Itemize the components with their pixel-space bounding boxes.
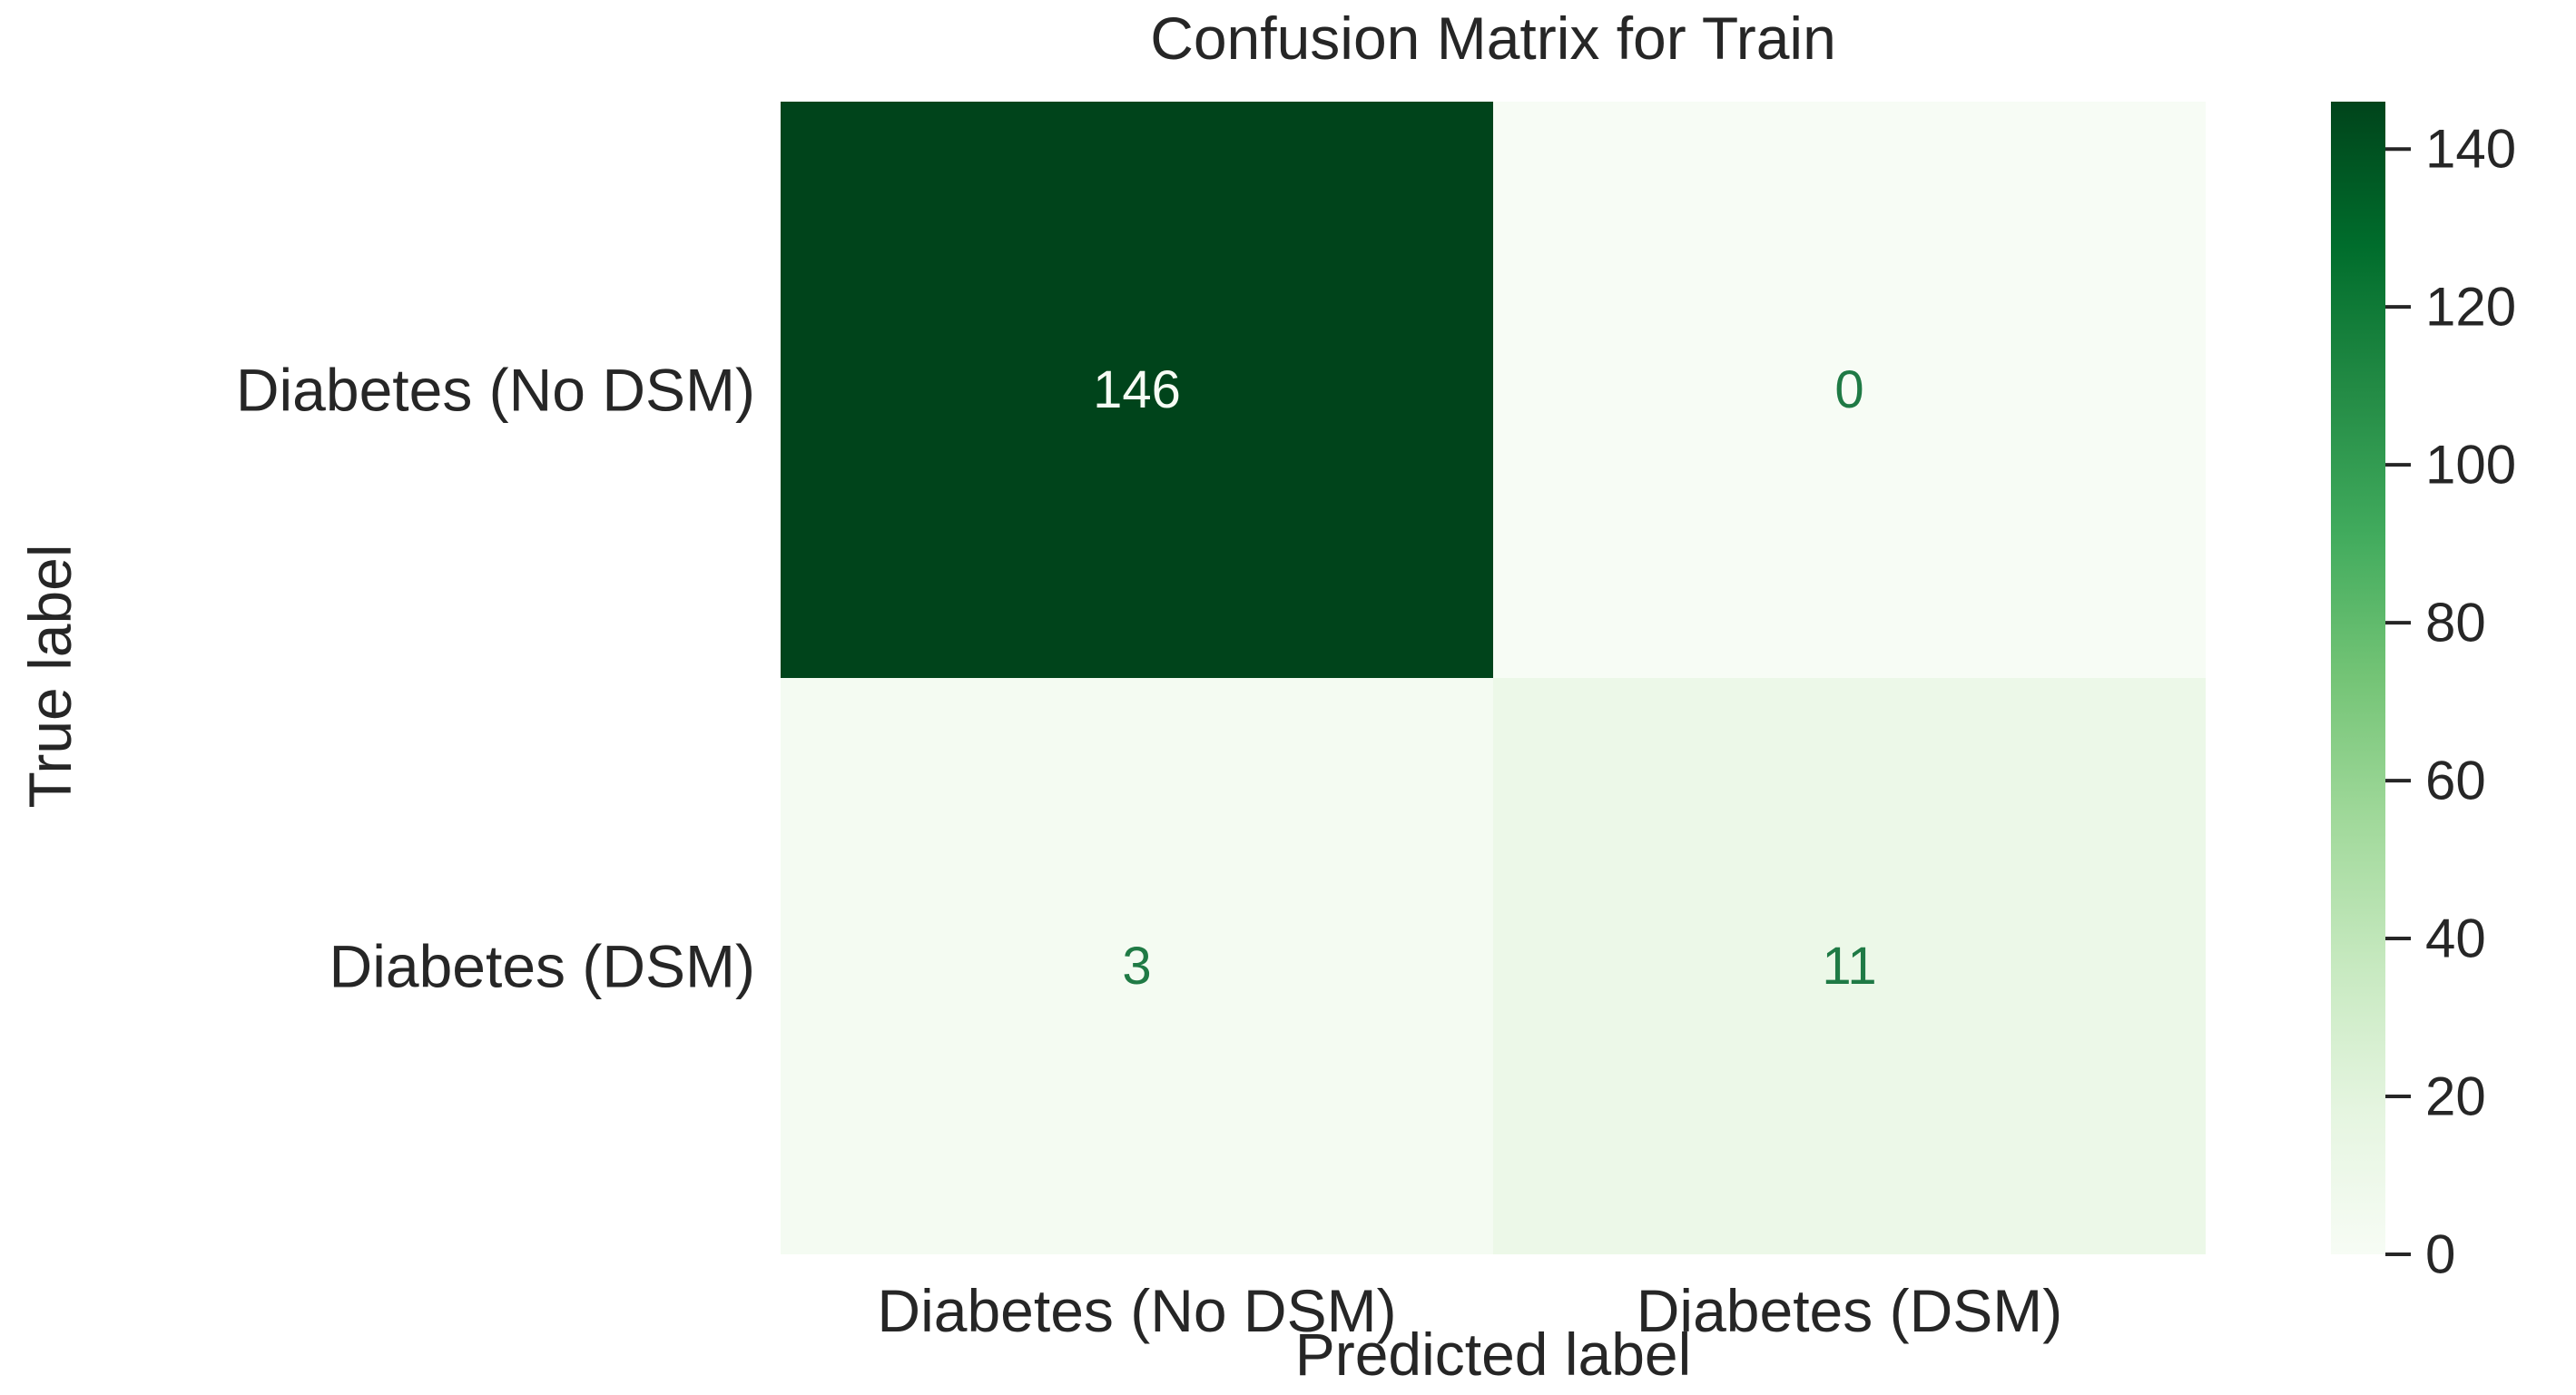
y-tick-label: Diabetes (DSM): [329, 933, 755, 1000]
cell-value-label: 0: [1834, 360, 1863, 419]
y-tick-label: Diabetes (No DSM): [236, 357, 755, 424]
heatmap-cell: [781, 102, 1493, 678]
heatmap-cell: [1493, 678, 2206, 1254]
heatmap-cell-labels: 146 0 3 11: [1093, 360, 1877, 996]
chart-title: Confusion Matrix for Train: [1150, 5, 1836, 72]
colorbar-tick-label: 0: [2425, 1224, 2455, 1285]
colorbar-tick-label: 100: [2425, 435, 2516, 496]
cell-value-label: 3: [1122, 937, 1151, 996]
y-tick-labels: Diabetes (No DSM) Diabetes (DSM): [236, 357, 755, 1000]
colorbar-tick-label: 140: [2425, 119, 2516, 180]
x-tick-labels: Diabetes (No DSM) Diabetes (DSM): [877, 1277, 2062, 1344]
y-axis-label: True label: [16, 544, 84, 808]
colorbar: [2331, 102, 2385, 1254]
heatmap-cells: [781, 102, 2206, 1254]
colorbar-ticks: 0 20 40 60 80 100 120 140: [2385, 119, 2516, 1285]
colorbar-tick-label: 120: [2425, 277, 2516, 338]
x-axis-label: Predicted label: [1295, 1321, 1692, 1388]
x-tick-label: Diabetes (DSM): [1637, 1277, 2062, 1344]
colorbar-tick-label: 20: [2425, 1066, 2486, 1127]
colorbar-tick-label: 80: [2425, 593, 2486, 653]
colorbar-tick-label: 40: [2425, 909, 2486, 969]
colorbar-tick-label: 60: [2425, 751, 2486, 811]
x-tick-label: Diabetes (No DSM): [877, 1277, 1396, 1344]
cell-value-label: 11: [1822, 937, 1876, 996]
heatmap-cell: [781, 678, 1493, 1254]
heatmap-cell: [1493, 102, 2206, 678]
cell-value-label: 146: [1093, 360, 1181, 419]
